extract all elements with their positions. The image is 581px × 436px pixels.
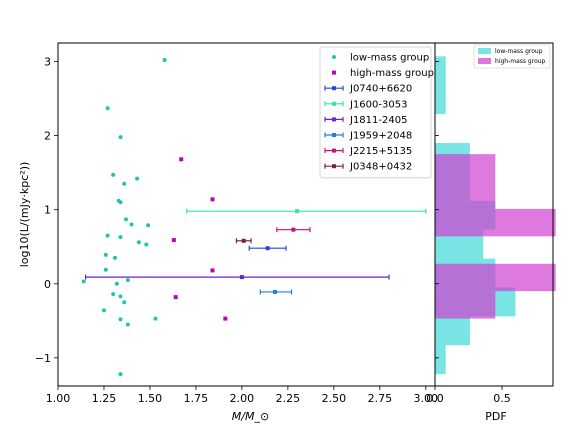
hist-bar-low-mass — [435, 56, 446, 86]
low-mass-point — [111, 292, 116, 297]
pulsar-point — [273, 289, 278, 294]
low-mass-point — [125, 322, 130, 327]
hist-x-tick-label: 0.0 — [426, 392, 444, 405]
hist-bar-high-mass — [435, 181, 496, 209]
low-mass-point — [146, 223, 151, 228]
legend-marker — [332, 55, 336, 59]
low-mass-point — [153, 316, 158, 321]
hist-legend-swatch — [478, 48, 491, 54]
low-mass-point — [101, 308, 106, 313]
x-tick-label: 2.25 — [276, 392, 301, 405]
x-tick-label: 3.00 — [414, 392, 439, 405]
x-tick-label: 1.75 — [184, 392, 209, 405]
y-tick-label: −1 — [35, 352, 51, 365]
low-mass-point — [162, 58, 167, 63]
hist-plot-frame — [434, 42, 554, 387]
legend-label: J0348+0432 — [349, 162, 412, 173]
low-mass-point — [105, 106, 110, 111]
low-mass-point — [125, 278, 130, 283]
hist-bar-low-mass — [435, 316, 470, 346]
high-mass-point — [173, 295, 178, 300]
x-tick-label: 1.25 — [92, 392, 117, 405]
low-mass-point — [118, 200, 123, 205]
low-mass-point — [114, 281, 119, 286]
main-scatter-plot: 1.00 1.25 1.50 1.75 2.00 2.25 2.50 2.75 3.00 −1 0 1… — [18, 42, 439, 423]
low-mass-point — [118, 235, 123, 240]
y-tick-label: 2 — [44, 130, 51, 143]
low-mass-point — [118, 294, 123, 299]
y-tick-label: 3 — [44, 56, 51, 69]
hist-bar-high-mass — [435, 208, 556, 237]
low-mass-point — [129, 222, 134, 227]
y-axis-label: log10(L/(mJy·kpc²)) — [18, 162, 31, 268]
hist-bar-high-mass — [435, 154, 496, 182]
high-mass-point — [171, 238, 176, 243]
hist-bar-high-mass — [435, 263, 556, 292]
hist-legend-box — [473, 44, 551, 69]
high-mass-point — [210, 268, 215, 273]
hist-x-tick-label: 0.5 — [493, 392, 511, 405]
pdf-histogram-plot: 0.0 0.5 PDF low-mass group high-mass group — [426, 42, 556, 423]
low-mass-point — [122, 181, 127, 186]
pulsar-point — [295, 209, 300, 214]
legend-marker — [332, 117, 336, 122]
legend-marker — [332, 86, 336, 91]
legend-label: high-mass group — [350, 68, 434, 79]
legend-label: J2215+5135 — [349, 146, 412, 157]
y-tick-label: 1 — [44, 204, 51, 217]
legend-label: J1600-3053 — [349, 99, 407, 110]
high-mass-point — [223, 316, 228, 321]
legend-label: J1811-2405 — [349, 115, 407, 126]
legend-marker — [332, 133, 336, 137]
x-tick-label: 1.00 — [46, 392, 71, 405]
legend-marker — [332, 70, 336, 75]
low-mass-point — [105, 233, 110, 238]
high-mass-point — [210, 197, 215, 202]
low-mass-point — [136, 240, 141, 245]
legend-marker — [332, 164, 336, 169]
hist-bar-low-mass — [435, 85, 446, 115]
hist-x-axis-label: PDF — [485, 410, 506, 423]
low-mass-point — [118, 135, 123, 140]
low-mass-point — [81, 279, 86, 284]
legend-label: J0740+6620 — [349, 84, 412, 95]
low-mass-point — [118, 317, 123, 322]
x-tick-label: 2.00 — [230, 392, 255, 405]
pulsar-point — [241, 238, 246, 243]
legend-marker — [332, 101, 336, 106]
pulsar-point — [265, 246, 270, 251]
low-mass-point — [124, 217, 129, 222]
legend-box — [319, 46, 432, 179]
pulsar-point — [291, 227, 296, 232]
pulsar-point — [239, 275, 244, 280]
low-mass-point — [113, 255, 118, 260]
hist-bar-high-mass — [435, 291, 496, 319]
legend-label: low-mass group — [350, 53, 429, 64]
low-mass-point — [103, 267, 108, 272]
x-tick-label: 2.50 — [322, 392, 347, 405]
hist-bar-low-mass — [435, 345, 446, 375]
high-mass-point — [179, 157, 184, 162]
x-tick-label: 2.75 — [368, 392, 393, 405]
low-mass-point — [144, 242, 149, 247]
low-mass-point — [103, 252, 108, 257]
hist-legend-swatch — [478, 58, 491, 64]
x-tick-label: 1.50 — [138, 392, 163, 405]
hist-legend-label: low-mass group — [495, 48, 543, 55]
low-mass-point — [111, 172, 116, 177]
legend-label: J1959+2048 — [349, 131, 412, 142]
low-mass-point — [118, 372, 123, 377]
low-mass-point — [135, 176, 140, 181]
hist-legend-label: high-mass group — [495, 58, 546, 65]
x-axis-label: M/M_⊙ — [232, 410, 269, 423]
y-tick-label: 0 — [44, 278, 51, 291]
legend-marker — [332, 148, 336, 153]
low-mass-point — [122, 300, 127, 305]
